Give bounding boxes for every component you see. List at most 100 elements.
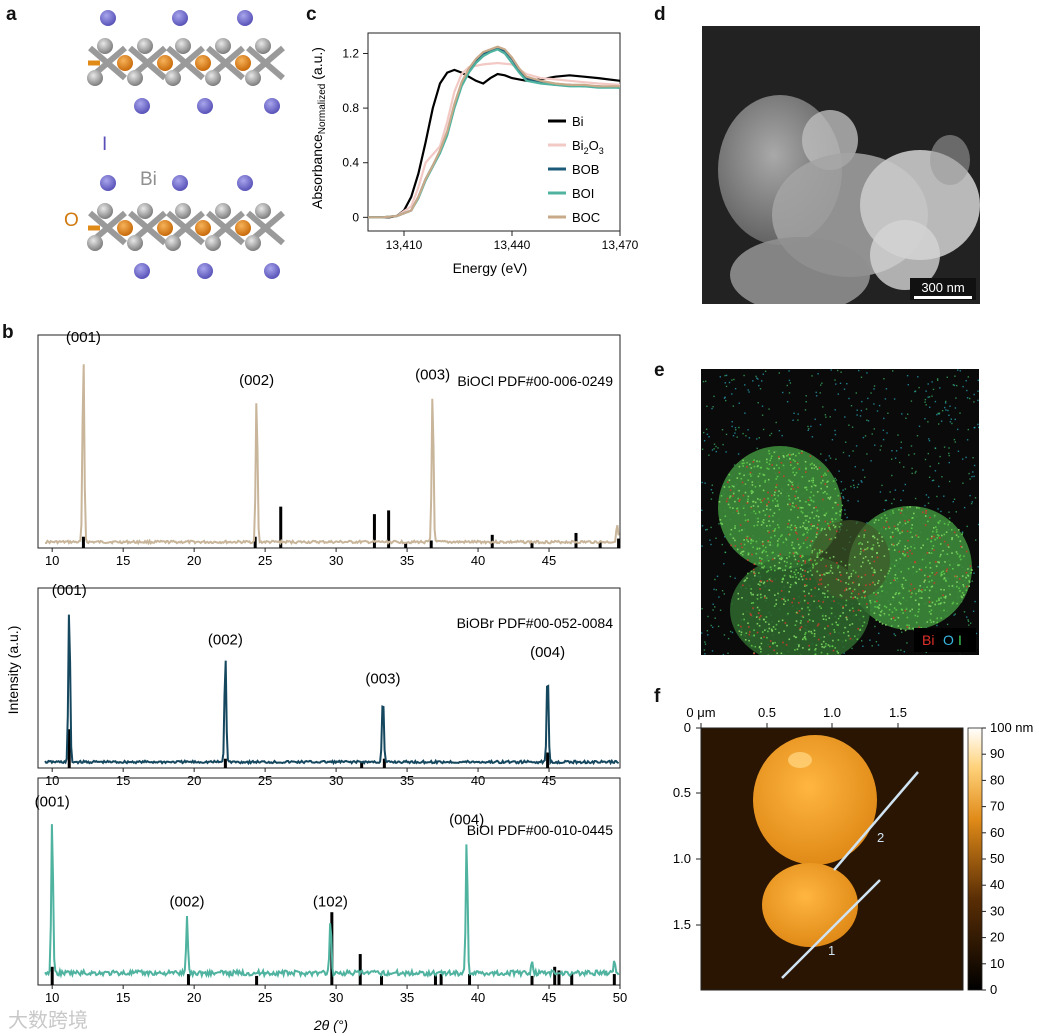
afm-y-tick-label: 1.5	[673, 917, 691, 932]
bismuth-atom	[97, 203, 113, 219]
xrd-x-tick-label: 30	[329, 990, 343, 1005]
xrd-plot-frame	[37, 334, 621, 549]
xrd-reference-line	[223, 758, 227, 768]
bismuth-atom	[175, 203, 191, 219]
xrd-peak-label: (003)	[365, 670, 400, 687]
afm-profile-line-1	[781, 879, 881, 979]
xrd-x-tick-label: 10	[45, 990, 59, 1005]
bismuth-atom	[175, 38, 191, 54]
tem-image: 300 nm	[702, 26, 980, 304]
xrd-peak-label: (001)	[66, 329, 101, 346]
xrd-reference-line	[81, 536, 85, 548]
bismuth-atom	[255, 203, 271, 219]
xrd-x-tick-label: 10	[45, 553, 59, 568]
xrd-reference-line	[553, 966, 557, 985]
xrd-x-tick-label: 45	[542, 553, 556, 568]
xrd-reference-line	[404, 542, 408, 548]
panel-label-b: b	[2, 322, 14, 343]
panel-label-e: e	[654, 360, 665, 381]
xrd-reference-line	[433, 974, 437, 985]
xrd-peak-label: (002)	[170, 893, 205, 910]
panel-label-d: d	[654, 4, 666, 25]
xrd-x-tick-label: 50	[613, 990, 627, 1005]
xrd-reference-label: BiOI PDF#00-010-0445	[467, 822, 614, 838]
xrd-peak-label: (004)	[449, 812, 484, 829]
xrd-x-tick-label: 35	[400, 773, 414, 788]
xrd-x-tick-label: 30	[329, 553, 343, 568]
xanes-x-tick-label: 13,410	[386, 238, 423, 252]
iodine-atom	[100, 10, 116, 26]
xrd-reference-line	[617, 538, 621, 548]
oxygen-atom	[235, 55, 251, 71]
bismuth-atom	[127, 235, 143, 251]
eds-legend-bi: Bi	[922, 632, 934, 648]
xrd-x-axis-label: 2θ (°)	[313, 1017, 348, 1033]
afm-colorbar-ticks: 100 nm 90 80 70 60 50 40 30 20 10 0	[982, 720, 1033, 997]
iodine-atom	[172, 175, 188, 191]
bismuth-label: Bi	[140, 169, 157, 190]
xanes-series-bi	[368, 68, 621, 219]
xrd-x-tick-label: 40	[471, 773, 485, 788]
iodine-label: I	[102, 134, 107, 155]
xanes-legend-label: BOI	[572, 186, 594, 201]
xrd-peak-label: (001)	[52, 582, 87, 599]
crystal-structure-illustration	[87, 10, 285, 279]
oxygen-atom	[235, 220, 251, 236]
afm-image: 2 1	[701, 728, 963, 990]
eds-map-image: Bi O I	[701, 369, 979, 655]
watermark: 大数跨境	[8, 1010, 88, 1032]
xrd-pattern-biobr	[44, 614, 620, 766]
xanes-series-boc	[368, 45, 620, 219]
eds-legend-i: I	[958, 632, 962, 648]
afm-colorbar-tick-label: 100 nm	[990, 720, 1033, 735]
xrd-chart: BiOCl PDF#00-006-0249 10 15 20 25 30 35 40 45 (00…	[35, 329, 628, 1005]
afm-x-tick-label: 0 μm	[686, 705, 715, 720]
xanes-plot-frame	[367, 32, 621, 232]
xrd-reference-line	[382, 758, 386, 768]
bismuth-atom	[245, 70, 261, 86]
afm-profile-line-2	[833, 771, 919, 871]
xrd-plot-frame	[37, 587, 621, 769]
xrd-reference-line	[574, 532, 578, 548]
bismuth-atom	[137, 38, 153, 54]
xrd-x-tick-label: 25	[258, 553, 272, 568]
xrd-peak-label: (102)	[313, 893, 348, 910]
xrd-reference-line	[468, 974, 472, 985]
xanes-y-tick-label: 1.2	[342, 46, 359, 60]
xrd-x-tick-label: 35	[400, 553, 414, 568]
xrd-x-tick-label: 10	[45, 773, 59, 788]
xrd-pattern-biocl	[45, 364, 620, 546]
afm-y-tick-label: 0	[684, 720, 691, 735]
bismuth-atom	[165, 235, 181, 251]
afm-x-tick-label: 1.5	[889, 705, 907, 720]
scale-bar-background	[910, 278, 976, 300]
xrd-y-axis-label: Intensity (a.u.)	[5, 626, 21, 715]
xrd-plot-frame	[37, 777, 621, 986]
afm-colorbar-tick-label: 40	[990, 877, 1004, 892]
xrd-reference-line	[253, 536, 257, 548]
oxygen-atom	[157, 220, 173, 236]
afm-colorbar-tick-label: 60	[990, 825, 1004, 840]
panel-label-f: f	[654, 686, 661, 707]
xrd-reference-line	[530, 975, 534, 985]
xrd-reference-line	[387, 510, 391, 548]
scale-bar-label: 300 nm	[921, 280, 964, 295]
xanes-y-tick-label: 0	[352, 210, 359, 224]
xrd-reference-line	[279, 506, 283, 548]
afm-axes: 0 μm 0.5 1.0 1.5 0 0.5 1.0 1.5	[673, 705, 907, 932]
xrd-peak-label: (001)	[35, 793, 70, 810]
bismuth-atom	[205, 70, 221, 86]
afm-profile-label-1: 1	[828, 943, 835, 958]
xrd-x-tick-label: 20	[187, 553, 201, 568]
xanes-legend-label: BOB	[572, 162, 599, 177]
eds-legend-o: O	[943, 632, 954, 648]
xrd-x-tick-label: 15	[116, 773, 130, 788]
scale-bar	[914, 296, 972, 299]
afm-profile-label-2: 2	[877, 830, 884, 845]
iodine-atom	[134, 98, 150, 114]
iodine-atom	[197, 98, 213, 114]
xrd-reference-line	[255, 975, 259, 985]
xrd-reference-line	[380, 975, 384, 985]
xrd-reference-line	[598, 542, 602, 548]
